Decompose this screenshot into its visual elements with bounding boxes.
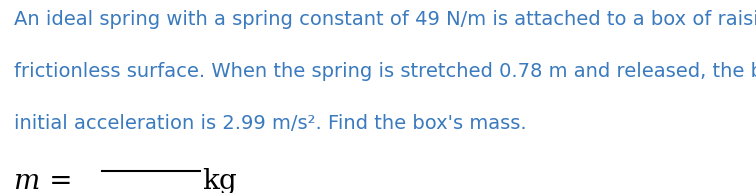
- Text: initial acceleration is 2.99 m/s². Find the box's mass.: initial acceleration is 2.99 m/s². Find …: [14, 114, 526, 133]
- Text: frictionless surface. When the spring is stretched 0.78 m and released, the box': frictionless surface. When the spring is…: [14, 62, 756, 81]
- Text: m =: m =: [14, 168, 72, 193]
- Text: kg: kg: [203, 168, 237, 193]
- Text: An ideal spring with a spring constant of 49 N/m is attached to a box of raisins: An ideal spring with a spring constant o…: [14, 10, 756, 29]
